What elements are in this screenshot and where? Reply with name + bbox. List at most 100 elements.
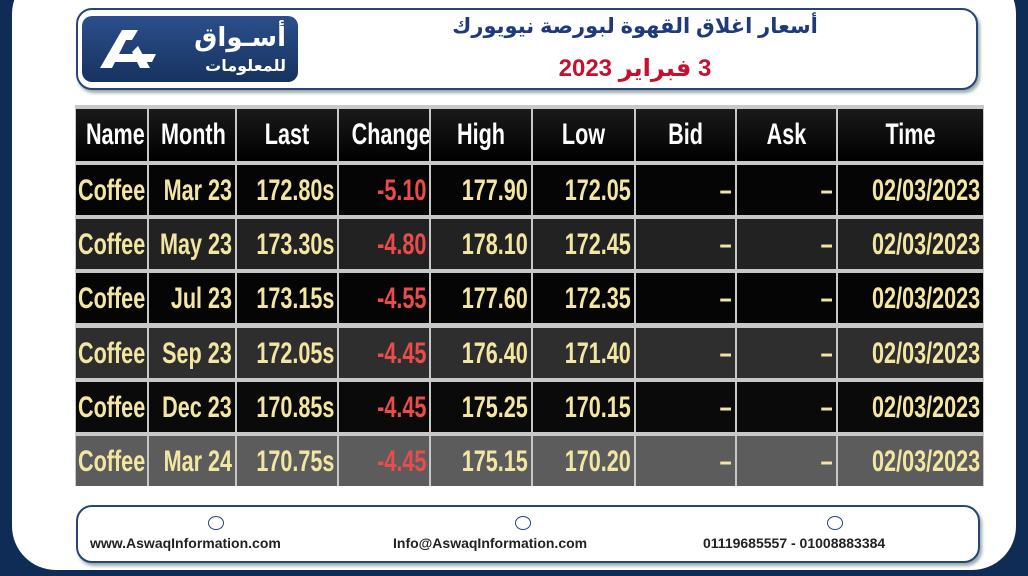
column-header-cell: Ask <box>737 109 836 161</box>
table-cell-cell: -4.45 <box>339 327 429 378</box>
column-header: Low <box>561 118 606 151</box>
column-header: Time <box>885 118 936 151</box>
table-cell: – <box>719 336 732 370</box>
table-cell: 172.35 <box>564 282 631 316</box>
logo-name: أسـواق <box>194 22 286 52</box>
date: 3 فبراير 2023 <box>558 55 712 82</box>
web-icon <box>208 516 224 530</box>
table-cell: 170.85s <box>255 390 334 424</box>
table-cell-cell: Sep 23 <box>149 327 235 378</box>
table-cell: 172.05 <box>564 174 631 207</box>
table-cell-cell: May 23 <box>149 219 235 270</box>
column-header-cell: Change <box>339 109 429 161</box>
table-cell: – <box>719 445 732 478</box>
table-cell: Coffee <box>78 174 146 207</box>
column-header: Bid <box>668 118 703 151</box>
table-cell: Coffee <box>78 336 146 370</box>
table-cell: – <box>719 390 732 424</box>
table-cell: – <box>820 282 833 316</box>
table-cell-cell: 178.10 <box>431 219 531 270</box>
table-cell: -4.80 <box>376 228 426 262</box>
table-cell: Jul 23 <box>170 282 232 316</box>
table-cell-cell: – <box>737 165 836 215</box>
table-cell-cell: Coffee <box>76 327 147 378</box>
table-cell: 170.75s <box>255 445 334 478</box>
table-cell: – <box>820 228 833 262</box>
table-cell-cell: -4.45 <box>339 381 429 432</box>
table-cell: 171.40 <box>564 336 631 370</box>
table-cell-cell: Coffee <box>76 273 147 324</box>
table-cell: – <box>719 282 732 316</box>
column-header-cell: Month <box>149 109 235 161</box>
table-cell-cell: Coffee <box>76 436 147 486</box>
table-cell: 170.15 <box>564 390 631 424</box>
table-cell-cell: -4.80 <box>339 219 429 270</box>
table-cell-cell: 176.40 <box>431 327 531 378</box>
footer-box <box>76 505 980 563</box>
table-cell-cell: 02/03/2023 <box>838 327 983 378</box>
table-cell-cell: Jul 23 <box>149 273 235 324</box>
table-cell: 02/03/2023 <box>871 228 980 262</box>
table-cell: 02/03/2023 <box>871 445 980 478</box>
table-cell-cell: 170.85s <box>237 381 337 432</box>
table-cell-cell: 173.15s <box>237 273 337 324</box>
table-cell: -4.45 <box>376 445 426 478</box>
column-header: High <box>457 118 505 151</box>
table-cell-cell: – <box>636 436 735 486</box>
table-cell: Coffee <box>78 445 146 478</box>
table-cell: 02/03/2023 <box>871 282 980 316</box>
phone: 01119685557 - 01008883384 <box>703 535 886 551</box>
table-cell: Mar 24 <box>163 445 232 478</box>
table-cell: – <box>820 336 833 370</box>
table-cell: 178.10 <box>461 228 528 262</box>
column-header-cell: Last <box>237 109 337 161</box>
table-cell-cell: – <box>636 165 735 215</box>
email: Info@AswaqInformation.com <box>393 535 588 551</box>
table-cell-cell: – <box>737 436 836 486</box>
table-cell-cell: 02/03/2023 <box>838 381 983 432</box>
table-cell-cell: – <box>636 273 735 324</box>
table-cell-cell: – <box>636 381 735 432</box>
table-cell-cell: 02/03/2023 <box>838 219 983 270</box>
table-cell: Coffee <box>78 228 146 262</box>
table-cell-cell: 172.05s <box>237 327 337 378</box>
table-cell-cell: 177.90 <box>431 165 531 215</box>
table-cell-cell: -5.10 <box>339 165 429 215</box>
table-cell-cell: -4.45 <box>339 436 429 486</box>
table-cell-cell: – <box>636 219 735 270</box>
table-cell-cell: Coffee <box>76 219 147 270</box>
column-header: Last <box>264 118 310 151</box>
table-cell-cell: Mar 24 <box>149 436 235 486</box>
table-cell: Coffee <box>78 282 146 316</box>
table-cell: 172.45 <box>564 228 631 262</box>
table-cell: 173.15s <box>255 282 334 316</box>
table-cell-cell: 172.80s <box>237 165 337 215</box>
table-cell-cell: – <box>737 219 836 270</box>
table-cell-cell: 170.75s <box>237 436 337 486</box>
table-cell-cell: 172.45 <box>533 219 634 270</box>
table-cell-cell: Coffee <box>76 165 147 215</box>
logo: أسـواق للمعلومات <box>82 16 298 82</box>
table-cell: 175.25 <box>461 390 528 424</box>
table-cell: Sep 23 <box>162 336 232 370</box>
table-cell: – <box>820 445 833 478</box>
table-cell-cell: 171.40 <box>533 327 634 378</box>
mail-icon <box>515 516 531 530</box>
table-cell: -5.10 <box>376 174 426 207</box>
table-cell: 172.80s <box>255 174 334 207</box>
table-cell: 173.30s <box>255 228 334 262</box>
table-cell: 172.05s <box>255 336 334 370</box>
column-header-cell: Time <box>838 109 983 161</box>
table-cell-cell: Coffee <box>76 381 147 432</box>
column-header-cell: High <box>431 109 531 161</box>
title: أسعار اغلاق القهوة لبورصة نيويورك <box>452 15 818 38</box>
table: Name Month Last Change High Low Bid Ask Time Coff… <box>75 105 984 486</box>
table-cell-cell: 172.05 <box>533 165 634 215</box>
table-cell: Coffee <box>78 390 146 424</box>
table-cell-cell: – <box>737 327 836 378</box>
column-header: Month <box>161 118 226 151</box>
table-cell-cell: 173.30s <box>237 219 337 270</box>
table-cell: 175.15 <box>461 445 528 478</box>
table-cell: -4.55 <box>376 282 426 316</box>
